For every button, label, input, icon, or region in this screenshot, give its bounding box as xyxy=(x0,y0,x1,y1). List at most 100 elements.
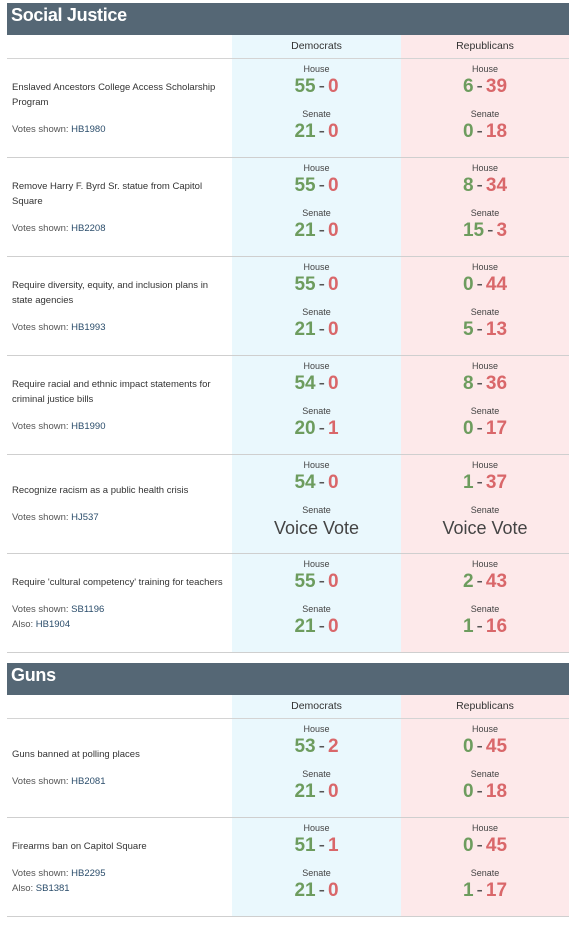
bill-title: Require 'cultural competency' training f… xyxy=(12,576,223,588)
no-votes: 0 xyxy=(327,472,339,493)
vote-count: 54-0 xyxy=(294,471,338,495)
yes-votes: 8 xyxy=(462,175,474,196)
yes-votes: 0 xyxy=(462,121,474,142)
vote-count: 8-36 xyxy=(463,372,507,396)
vote-count: 55-0 xyxy=(294,174,338,198)
separator: - xyxy=(318,220,325,241)
chamber-label: House xyxy=(471,262,498,272)
vote-cell: House 54-0 Senate Voice Vote xyxy=(232,455,401,553)
bill-row: Require racial and ethnic impact stateme… xyxy=(7,356,569,455)
yes-votes: 54 xyxy=(294,472,316,493)
chamber-label: Senate xyxy=(470,307,500,317)
vote-count: 0-45 xyxy=(463,834,507,858)
vote-count: 53-2 xyxy=(294,735,338,759)
bill-number[interactable]: HB2295 xyxy=(71,867,106,879)
yes-votes: 0 xyxy=(462,736,474,757)
chamber-label: Senate xyxy=(470,769,500,779)
yes-votes: 21 xyxy=(294,880,316,901)
vote-cell: House 2-43 Senate 1-16 xyxy=(401,554,569,652)
vote-count: 0-17 xyxy=(463,417,507,441)
bill-number[interactable]: HB1980 xyxy=(71,123,106,135)
no-votes: 0 xyxy=(327,175,339,196)
votes-shown-label: Votes shown: xyxy=(12,420,69,432)
separator: - xyxy=(318,472,325,493)
vote-cell: House 1-37 Senate Voice Vote xyxy=(401,455,569,553)
also-label: Also: xyxy=(12,618,34,630)
separator: - xyxy=(476,835,483,856)
separator: - xyxy=(476,319,483,340)
vote-count: 6-39 xyxy=(463,75,507,99)
vote-count: 21-0 xyxy=(294,615,338,639)
chamber-label: Senate xyxy=(470,208,500,218)
separator: - xyxy=(476,175,483,196)
chamber-label: Senate xyxy=(302,109,331,119)
chamber-label: House xyxy=(471,724,498,734)
chamber-label: Senate xyxy=(470,406,500,416)
separator: - xyxy=(318,418,325,439)
bill-number[interactable]: HB1993 xyxy=(71,321,106,333)
yes-votes: 0 xyxy=(462,418,474,439)
bill-number[interactable]: HB2081 xyxy=(71,776,106,787)
chamber-label: House xyxy=(471,460,498,470)
votes-shown: Votes shown: HB1990 xyxy=(12,419,227,434)
chamber-label: House xyxy=(471,823,498,833)
bill-number[interactable]: SB1196 xyxy=(71,603,105,615)
no-votes: 34 xyxy=(485,175,508,196)
bill-row: Require diversity, equity, and inclusion… xyxy=(7,257,569,356)
separator: - xyxy=(476,880,483,901)
yes-votes: 20 xyxy=(294,418,316,439)
chamber-label: Senate xyxy=(470,604,500,614)
vote-count: 21-0 xyxy=(294,219,338,243)
vote-count: 1-37 xyxy=(463,471,507,495)
separator: - xyxy=(318,175,325,196)
yes-votes: 5 xyxy=(462,319,474,340)
column-header: Democrats Republicans xyxy=(7,695,569,719)
section: Guns Democrats Republicans Guns banned at p… xyxy=(7,663,569,917)
yes-votes: 53 xyxy=(294,736,316,757)
bill-title: Remove Harry F. Byrd Sr. statue from Cap… xyxy=(12,180,203,207)
also: Also: HB1904 xyxy=(12,617,227,632)
votes-shown: Votes shown: SB1196 xyxy=(12,602,227,617)
bill-number[interactable]: HB2208 xyxy=(71,222,106,234)
bill-number[interactable]: HJ537 xyxy=(71,512,99,523)
vote-count: 15-3 xyxy=(463,219,507,243)
yes-votes: 55 xyxy=(294,571,316,592)
separator: - xyxy=(476,736,483,757)
bill-number[interactable]: HB1904 xyxy=(35,618,71,630)
chamber-label: House xyxy=(471,64,498,74)
vote-count: 51-1 xyxy=(294,834,338,858)
vote-cell: House 0-45 Senate 1-17 xyxy=(401,818,569,916)
section: Social Justice Democrats Republicans Enslav… xyxy=(7,3,569,653)
separator: - xyxy=(318,121,325,142)
vote-count: 2-43 xyxy=(463,570,507,594)
bill-number[interactable]: SB1381 xyxy=(35,882,70,894)
no-votes: 0 xyxy=(327,616,339,637)
no-votes: 43 xyxy=(485,571,508,592)
chamber-label: House xyxy=(303,262,330,272)
vote-count: 0-18 xyxy=(463,780,507,804)
separator: - xyxy=(318,736,325,757)
yes-votes: 55 xyxy=(294,76,316,97)
vote-cell: House 8-36 Senate 0-17 xyxy=(401,356,569,454)
bill-title: Guns banned at polling places xyxy=(12,749,140,760)
bill-title: Firearms ban on Capitol Square xyxy=(12,840,147,852)
votes-shown-label: Votes shown: xyxy=(12,222,69,234)
bill-title: Enslaved Ancestors College Access Schola… xyxy=(12,81,216,108)
no-votes: 0 xyxy=(327,76,339,97)
no-votes: 0 xyxy=(327,781,339,802)
no-votes: 3 xyxy=(496,220,508,241)
bill-number[interactable]: HB1990 xyxy=(71,420,106,432)
chamber-label: Senate xyxy=(302,604,331,614)
separator: - xyxy=(476,76,483,97)
separator: - xyxy=(487,220,494,241)
bill-row: Guns banned at polling places Votes shown… xyxy=(7,719,569,818)
chamber-label: Senate xyxy=(302,208,331,218)
votes-shown: Votes shown: HB2208 xyxy=(12,221,227,236)
no-votes: 1 xyxy=(327,835,339,856)
separator: - xyxy=(318,274,325,295)
no-votes: 18 xyxy=(485,781,508,802)
yes-votes: 54 xyxy=(294,373,316,394)
separator: - xyxy=(318,880,325,901)
bill-title: Require racial and ethnic impact stateme… xyxy=(12,378,211,405)
